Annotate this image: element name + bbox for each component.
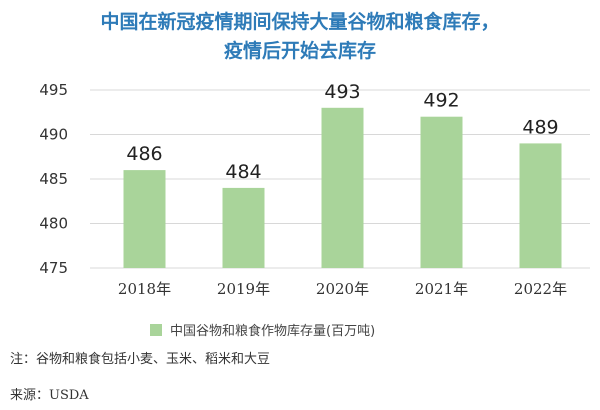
chart-title-line-2: 疫情后开始去库存 [223, 40, 376, 62]
data-label: 493 [324, 81, 360, 103]
x-tick-label: 2020年 [316, 280, 369, 298]
chart-title: 中国在新冠疫情期间保持大量谷物和粮食库存， 疫情后开始去库存 [0, 8, 600, 66]
data-label: 484 [225, 161, 261, 183]
footnote: 注：谷物和粮食包括小麦、玉米、稻米和大豆 [10, 352, 271, 367]
x-tick-label: 2021年 [415, 280, 468, 298]
data-label: 492 [423, 90, 459, 112]
y-tick-label: 490 [39, 126, 68, 144]
source-note: 来源：USDA [10, 388, 89, 403]
y-tick-label: 495 [39, 81, 68, 99]
y-tick-label: 480 [39, 215, 68, 233]
legend-swatch [150, 323, 162, 336]
x-tick-label: 2019年 [217, 280, 270, 298]
data-label: 489 [522, 116, 558, 138]
bar [519, 143, 562, 268]
y-tick-label: 475 [39, 259, 68, 277]
bar [321, 107, 364, 268]
y-tick-label: 485 [39, 170, 68, 188]
bar-chart: 475 480 485 490 495 486 2018年 484 2019年 493 2020年 4… [39, 81, 590, 298]
data-label: 486 [126, 143, 162, 165]
bar [123, 170, 166, 268]
legend-label: 中国谷物和粮食作物库存量(百万吨) [170, 324, 376, 339]
x-tick-label: 2018年 [118, 280, 171, 298]
legend: 中国谷物和粮食作物库存量(百万吨) [150, 320, 375, 339]
bar [420, 116, 463, 268]
chart-title-line-1: 中国在新冠疫情期间保持大量谷物和粮食库存， [100, 11, 500, 33]
bar [222, 187, 265, 268]
x-tick-label: 2022年 [514, 280, 567, 298]
